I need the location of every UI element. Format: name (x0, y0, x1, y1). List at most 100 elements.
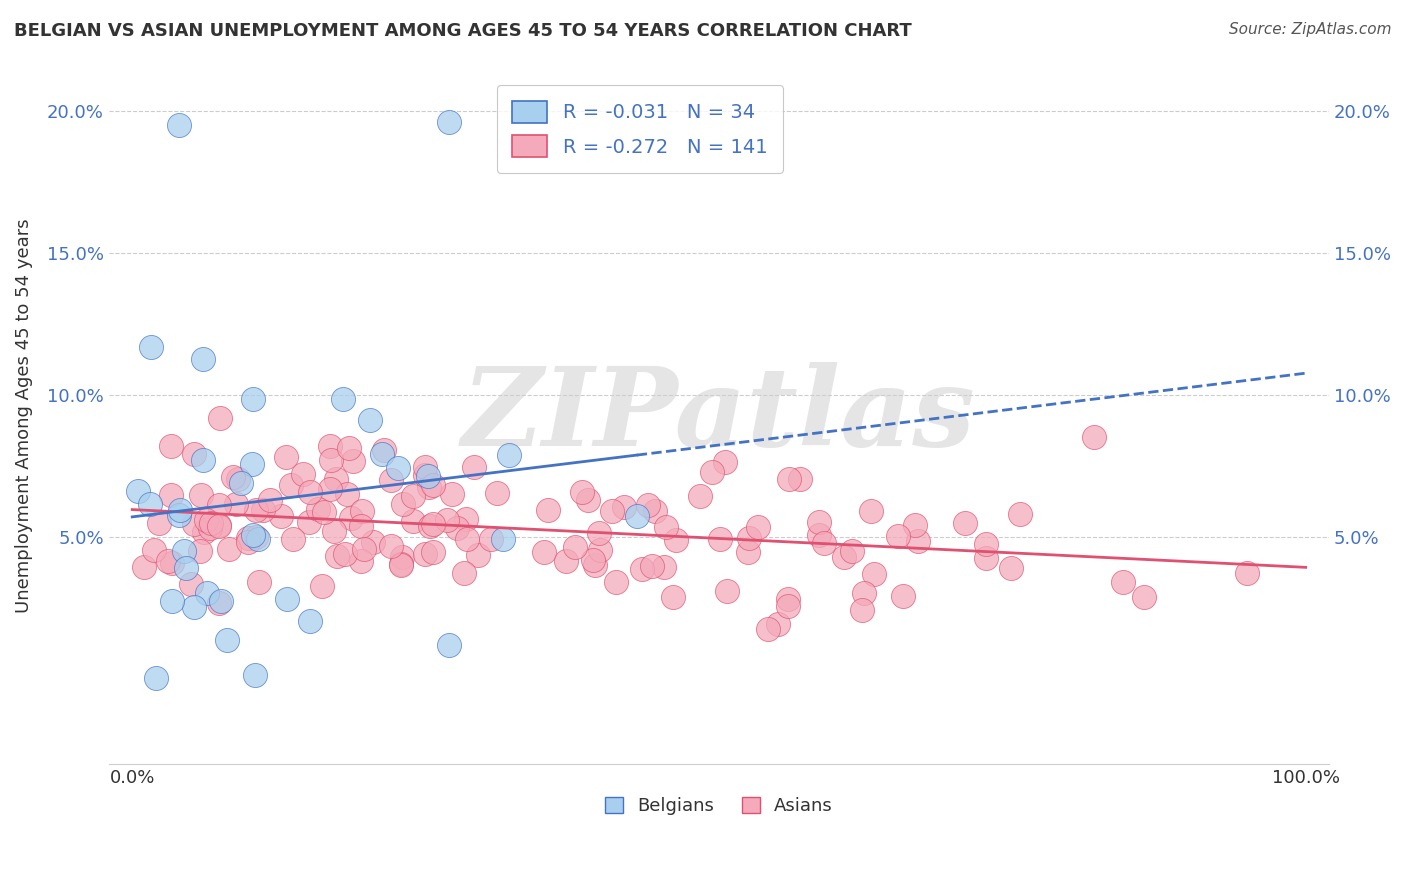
Point (588, 543, 610, 558)
Point (700, 465, 723, 479)
Point (1008, 508, 1031, 522)
Text: ZIPatlas: ZIPatlas (463, 362, 976, 470)
Point (180, 577, 202, 591)
Point (226, 472, 249, 486)
Point (333, 547, 356, 561)
Point (319, 439, 342, 453)
Point (789, 472, 811, 486)
Point (218, 541, 240, 556)
Point (319, 482, 342, 496)
Point (353, 542, 375, 557)
Point (359, 413, 381, 427)
Point (156, 554, 179, 568)
Point (576, 492, 599, 507)
Point (387, 461, 409, 475)
Point (200, 521, 222, 535)
Point (716, 584, 738, 599)
Point (588, 526, 610, 541)
Point (276, 592, 298, 607)
Point (446, 521, 468, 535)
Point (605, 574, 627, 589)
Point (259, 493, 281, 508)
Point (907, 534, 929, 549)
Point (322, 524, 344, 538)
Point (571, 485, 593, 500)
Point (402, 514, 425, 528)
Point (373, 442, 395, 457)
Point (336, 486, 359, 500)
Point (463, 459, 485, 474)
Point (479, 532, 502, 546)
Point (183, 447, 205, 461)
Point (222, 470, 245, 484)
Point (176, 561, 198, 575)
Point (714, 455, 737, 469)
Point (391, 497, 413, 511)
Point (422, 516, 444, 531)
Point (160, 594, 183, 608)
Point (319, 452, 342, 467)
Point (167, 508, 190, 522)
Point (441, 487, 464, 501)
Point (169, 503, 191, 517)
Y-axis label: Unemployment Among Ages 45 to 54 years: Unemployment Among Ages 45 to 54 years (15, 219, 32, 614)
Point (564, 540, 586, 554)
Point (148, 516, 170, 530)
Point (436, 513, 458, 527)
Point (215, 633, 238, 648)
Point (419, 519, 441, 533)
Point (139, 497, 162, 511)
Point (298, 485, 321, 500)
Point (183, 600, 205, 615)
Point (363, 535, 385, 549)
Point (974, 537, 997, 551)
Point (1236, 566, 1258, 580)
Point (391, 550, 413, 565)
Point (350, 518, 373, 533)
Point (380, 539, 402, 553)
Point (292, 467, 315, 482)
Point (332, 392, 354, 406)
Point (229, 475, 252, 490)
Point (298, 614, 321, 628)
Point (193, 352, 215, 367)
Point (246, 532, 269, 546)
Point (862, 566, 884, 581)
Point (887, 529, 910, 543)
Point (644, 504, 666, 518)
Point (776, 591, 799, 606)
Point (613, 500, 636, 514)
Point (626, 508, 648, 523)
Point (207, 518, 229, 533)
Point (738, 531, 761, 545)
Point (1000, 561, 1022, 575)
Point (173, 544, 195, 558)
Point (139, 340, 162, 354)
Point (245, 503, 267, 517)
Point (655, 520, 678, 534)
Point (665, 533, 688, 547)
Point (778, 472, 800, 486)
Point (416, 469, 439, 483)
Point (853, 586, 876, 600)
Point (380, 473, 402, 487)
Point (486, 486, 509, 500)
Point (422, 478, 444, 492)
Point (413, 468, 436, 483)
Point (326, 549, 349, 563)
Point (498, 448, 520, 462)
Point (813, 536, 835, 550)
Point (891, 589, 914, 603)
Point (340, 511, 363, 525)
Point (747, 520, 769, 534)
Point (243, 668, 266, 682)
Point (859, 503, 882, 517)
Point (312, 505, 335, 519)
Point (208, 498, 231, 512)
Point (1112, 574, 1135, 589)
Point (832, 550, 855, 565)
Point (630, 561, 652, 575)
Point (240, 457, 263, 471)
Point (247, 574, 270, 589)
Point (389, 558, 412, 572)
